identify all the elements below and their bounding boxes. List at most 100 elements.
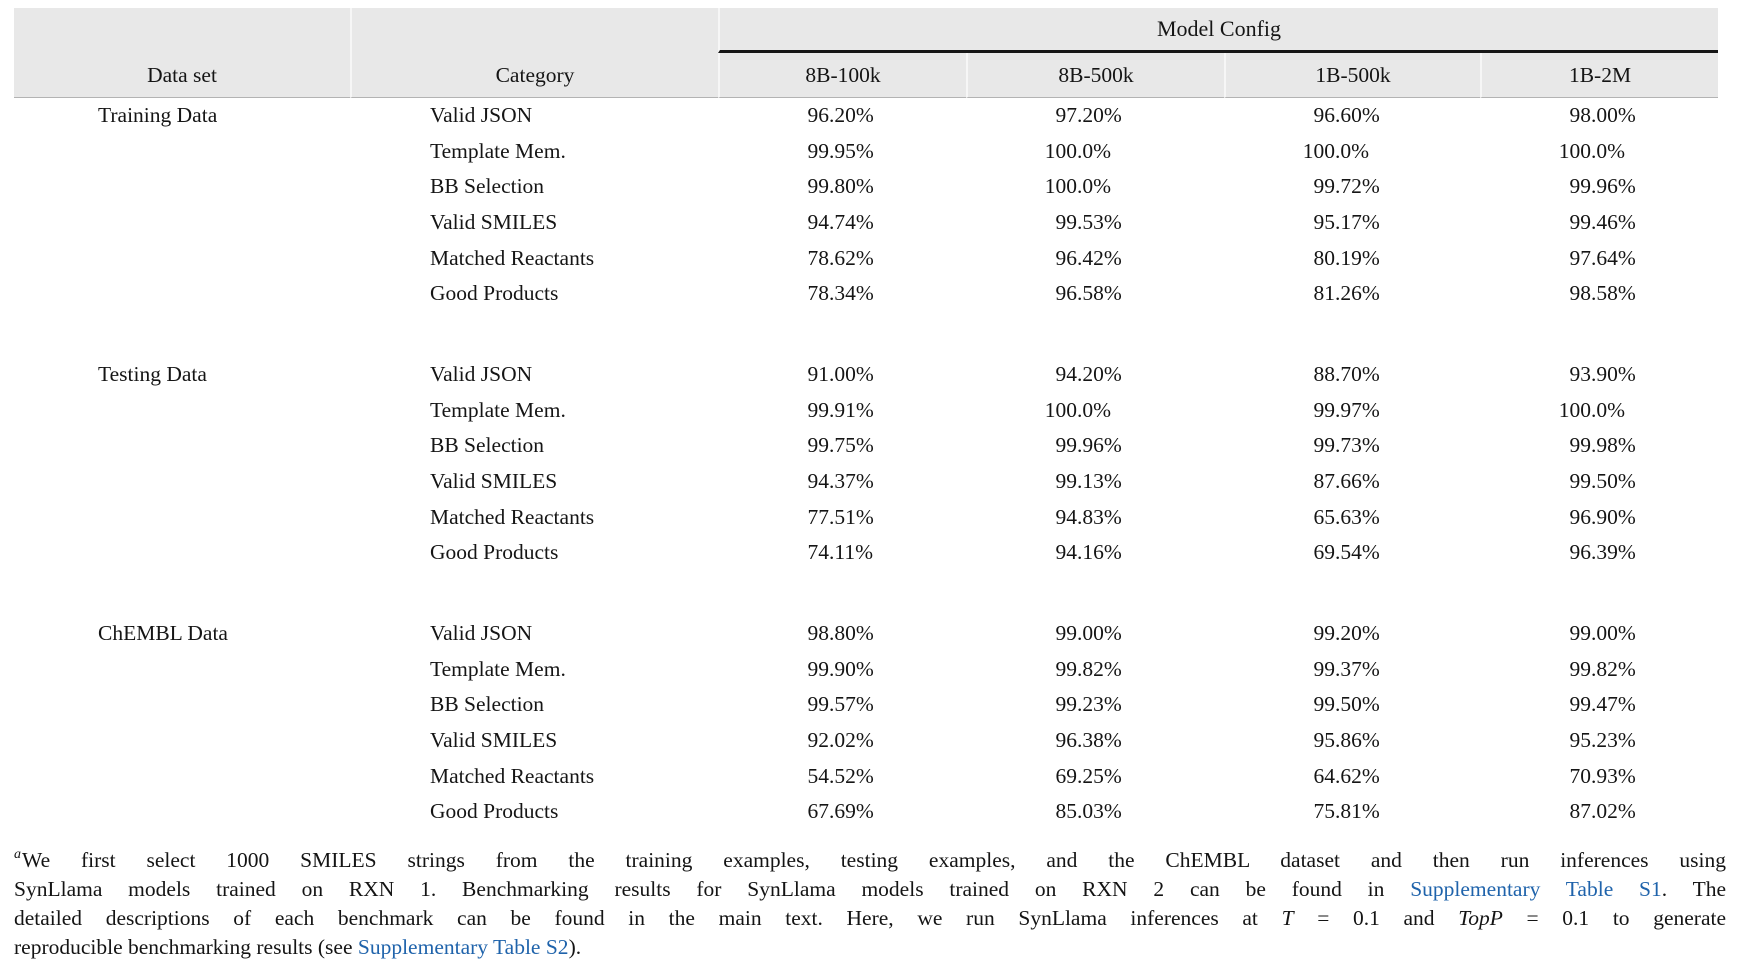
supplementary-table-s2-link[interactable]: Supplementary Table S2 bbox=[357, 935, 569, 960]
dataset-empty-cell bbox=[14, 428, 350, 464]
value-cell: 67.69% bbox=[807, 799, 874, 824]
value-cell: 77.51% bbox=[807, 504, 874, 529]
value-cell: 95.17% bbox=[1313, 210, 1380, 235]
value-cell: 99.53% bbox=[1055, 210, 1122, 235]
value-cell: 94.37% bbox=[807, 469, 874, 494]
value-cell: 96.38% bbox=[1055, 727, 1122, 752]
value-cell: 95.86% bbox=[1313, 727, 1380, 752]
value-cell: 99.95% bbox=[807, 138, 874, 163]
dataset-empty-cell bbox=[14, 723, 350, 759]
footnote-line: reproducible benchmarking results (see S… bbox=[14, 933, 1726, 962]
value-cell: 99.82% bbox=[1055, 656, 1122, 681]
footnote-text: = 0.1 to generate bbox=[1502, 906, 1727, 931]
value-cell: 70.93% bbox=[1569, 763, 1636, 788]
value-cell: 99.57% bbox=[807, 692, 874, 717]
value-cell: 96.42% bbox=[1055, 245, 1122, 270]
column-header-1b-500k: 1B-500k bbox=[1224, 53, 1480, 98]
footnote-marker: a bbox=[14, 847, 21, 863]
dataset-label: Testing Data bbox=[98, 362, 207, 387]
category-label: Valid JSON bbox=[430, 103, 533, 128]
value-cell: 69.25% bbox=[1055, 763, 1122, 788]
category-label: Matched Reactants bbox=[430, 504, 595, 529]
dataset-empty-cell bbox=[14, 240, 350, 276]
category-label: BB Selection bbox=[430, 433, 545, 458]
table-body: Training Data Valid JSON 96.20% 97.20% 96.60… bbox=[14, 98, 1718, 829]
dataset-empty-cell bbox=[14, 794, 350, 830]
table-row: Matched Reactants 54.52% 69.25% 64.62% 70.93… bbox=[14, 758, 1718, 794]
footnote-line: detailed descriptions of each benchmark … bbox=[14, 904, 1726, 933]
value-cell: 88.70% bbox=[1313, 362, 1380, 387]
benchmark-results-table: Model Config Data set Category 8B-100k 8… bbox=[14, 8, 1718, 829]
category-label: Good Products bbox=[430, 540, 559, 565]
value-cell: 94.16% bbox=[1055, 540, 1122, 565]
category-label: Template Mem. bbox=[430, 397, 566, 422]
group-spacer bbox=[14, 571, 1718, 616]
value-cell: 93.90% bbox=[1569, 362, 1636, 387]
category-label: Valid JSON bbox=[430, 362, 533, 387]
value-cell: 74.11% bbox=[807, 540, 874, 565]
table-row: Good Products 74.11% 94.16% 69.54% 96.39% bbox=[14, 535, 1718, 571]
footnote-text: We first select 1000 SMILES strings from… bbox=[22, 848, 1726, 873]
dataset-empty-cell bbox=[14, 535, 350, 571]
value-cell: 96.60% bbox=[1313, 103, 1380, 128]
footnote-text: ). bbox=[568, 935, 582, 960]
value-cell: 78.62% bbox=[807, 245, 874, 270]
table-row: Matched Reactants 77.51% 94.83% 65.63% 96.90… bbox=[14, 499, 1718, 535]
value-cell: 100.0% bbox=[1302, 138, 1370, 163]
footnote-line: SynLlama models trained on RXN 1. Benchm… bbox=[14, 875, 1726, 904]
category-label: Valid SMILES bbox=[430, 727, 558, 752]
value-cell: 100.0% bbox=[1044, 397, 1112, 422]
value-cell: 99.96% bbox=[1569, 174, 1636, 199]
table-row: Good Products 67.69% 85.03% 75.81% 87.02% bbox=[14, 794, 1718, 830]
value-cell: 81.26% bbox=[1313, 281, 1380, 306]
dataset-empty-cell bbox=[14, 393, 350, 429]
dataset-empty-cell bbox=[14, 134, 350, 170]
column-header-dataset: Data set bbox=[14, 53, 350, 98]
value-cell: 99.90% bbox=[807, 656, 874, 681]
dataset-empty-cell bbox=[14, 687, 350, 723]
table-row: Template Mem. 99.91% 100.0% 99.97% 100.0% bbox=[14, 393, 1718, 429]
value-cell: 94.83% bbox=[1055, 504, 1122, 529]
value-cell: 99.98% bbox=[1569, 433, 1636, 458]
table-header: Model Config Data set Category 8B-100k 8… bbox=[14, 8, 1718, 98]
value-cell: 99.73% bbox=[1313, 433, 1380, 458]
value-cell: 96.20% bbox=[807, 103, 874, 128]
value-cell: 80.19% bbox=[1313, 245, 1380, 270]
value-cell: 99.00% bbox=[1055, 621, 1122, 646]
value-cell: 99.82% bbox=[1569, 656, 1636, 681]
supplementary-table-s1-link[interactable]: Supplementary Table S1 bbox=[1410, 877, 1662, 902]
value-cell: 75.81% bbox=[1313, 799, 1380, 824]
category-label: Matched Reactants bbox=[430, 245, 595, 270]
value-cell: 99.13% bbox=[1055, 469, 1122, 494]
category-label: Valid SMILES bbox=[430, 469, 558, 494]
table-row: Valid SMILES 92.02% 96.38% 95.86% 95.23% bbox=[14, 723, 1718, 759]
category-label: Good Products bbox=[430, 799, 559, 824]
category-label: Good Products bbox=[430, 281, 559, 306]
value-cell: 99.80% bbox=[807, 174, 874, 199]
benchmark-table: Model Config Data set Category 8B-100k 8… bbox=[14, 8, 1750, 829]
category-label: BB Selection bbox=[430, 174, 545, 199]
value-cell: 69.54% bbox=[1313, 540, 1380, 565]
value-cell: 98.80% bbox=[807, 621, 874, 646]
table-row: BB Selection 99.80% 100.0% 99.72% 99.96% bbox=[14, 169, 1718, 205]
header-blank-category bbox=[350, 8, 718, 53]
value-cell: 96.58% bbox=[1055, 281, 1122, 306]
dataset-empty-cell bbox=[14, 276, 350, 312]
value-cell: 54.52% bbox=[807, 763, 874, 788]
value-cell: 78.34% bbox=[807, 281, 874, 306]
table-row: Valid SMILES 94.74% 99.53% 95.17% 99.46% bbox=[14, 205, 1718, 241]
table-row: ChEMBL Data Valid JSON 98.80% 99.00% 99.20% 9… bbox=[14, 616, 1718, 652]
value-cell: 99.50% bbox=[1313, 692, 1380, 717]
value-cell: 99.37% bbox=[1313, 656, 1380, 681]
table-row: Template Mem. 99.95% 100.0% 100.0% 100.0% bbox=[14, 134, 1718, 170]
group-spacer bbox=[14, 312, 1718, 357]
value-cell: 95.23% bbox=[1569, 727, 1636, 752]
footnote-text: . The bbox=[1661, 877, 1726, 902]
column-header-8b-500k: 8B-500k bbox=[966, 53, 1224, 98]
value-cell: 85.03% bbox=[1055, 799, 1122, 824]
value-cell: 99.72% bbox=[1313, 174, 1380, 199]
value-cell: 98.58% bbox=[1569, 281, 1636, 306]
table-row: Template Mem. 99.90% 99.82% 99.37% 99.82% bbox=[14, 652, 1718, 688]
category-label: Valid JSON bbox=[430, 621, 533, 646]
value-cell: 99.20% bbox=[1313, 621, 1380, 646]
